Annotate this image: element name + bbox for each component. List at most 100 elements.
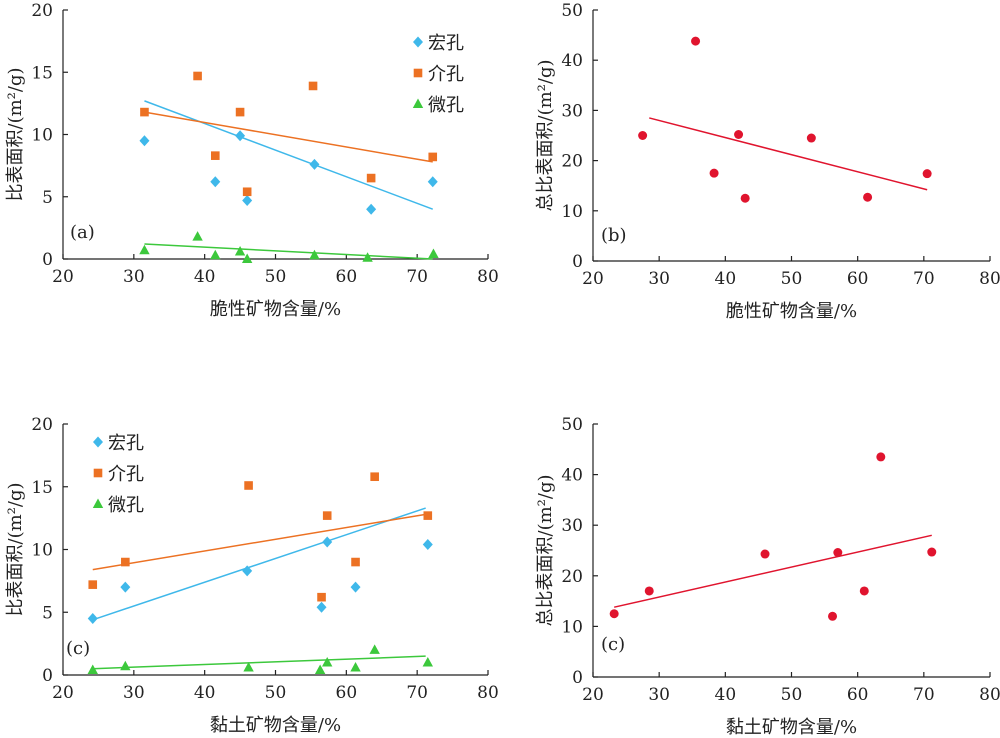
data-point <box>120 660 131 671</box>
x-tick-label: 20 <box>52 267 74 287</box>
data-point <box>734 129 744 139</box>
data-point <box>351 557 360 567</box>
data-point <box>192 231 203 241</box>
x-tick-label: 60 <box>336 267 358 287</box>
x-tick-label: 30 <box>648 685 670 705</box>
y-axis-title: 总比表面积/(m²/g) <box>535 60 556 212</box>
x-tick-label: 20 <box>582 269 604 289</box>
x-axis-title: 黏土矿物含量/% <box>726 717 857 738</box>
series-total <box>638 36 932 203</box>
legend-marker <box>412 98 424 108</box>
legend-label: 介孔 <box>108 464 144 485</box>
data-point <box>210 176 221 188</box>
data-point <box>876 452 886 462</box>
x-tick-label: 50 <box>265 267 287 287</box>
data-point <box>139 244 150 255</box>
trend-line <box>92 513 426 571</box>
data-point <box>309 249 320 260</box>
y-tick-label: 15 <box>31 63 53 83</box>
x-tick-label: 40 <box>715 685 737 705</box>
y-tick-label: 20 <box>31 415 53 435</box>
legend-item: 介孔 <box>413 64 464 85</box>
data-point <box>120 581 131 593</box>
data-point <box>210 151 220 160</box>
y-tick-label: 10 <box>31 126 53 146</box>
legend-item: 微孔 <box>92 495 144 516</box>
x-tick-label: 70 <box>406 267 428 287</box>
y-tick-label: 30 <box>561 101 583 121</box>
y-tick-label: 0 <box>42 666 53 686</box>
x-axis-title: 黏土矿物含量/% <box>210 715 341 736</box>
data-point <box>709 168 719 178</box>
x-tick-label: 80 <box>477 267 499 287</box>
legend-item: 微孔 <box>412 95 464 116</box>
data-point <box>87 664 98 674</box>
x-tick-label: 80 <box>979 269 1000 289</box>
panel-a: 20 30 40 50 60 70 80 0 5 10 15 20 脆性矿物含量/% 比表面积/(m²/g… <box>5 1 499 320</box>
data-point <box>350 581 361 593</box>
x-tick-label: 20 <box>582 685 604 705</box>
x-tick-label: 80 <box>979 685 1000 705</box>
legend-item: 宏孔 <box>413 33 464 54</box>
data-point <box>691 36 701 46</box>
data-point <box>350 661 361 672</box>
x-axis-title: 脆性矿物含量/% <box>210 299 341 320</box>
panel-c1: 20 30 40 50 60 70 80 0 5 10 15 20 黏土矿物含量/% 比表面积/(m²/g… <box>5 415 499 736</box>
data-point <box>422 656 433 667</box>
data-point <box>242 565 253 577</box>
data-point <box>121 557 130 567</box>
data-point <box>309 158 320 170</box>
data-point <box>609 609 619 619</box>
series-total <box>609 452 937 621</box>
legend-label: 宏孔 <box>428 33 464 54</box>
data-point <box>241 253 253 263</box>
y-tick-label: 5 <box>42 603 53 623</box>
y-tick-label: 20 <box>561 567 583 587</box>
data-point <box>322 536 333 548</box>
data-point <box>242 194 253 206</box>
x-tick-label: 50 <box>265 683 287 703</box>
legend-item: 宏孔 <box>93 433 144 454</box>
series-介孔 <box>88 472 433 602</box>
x-tick-label: 70 <box>913 685 935 705</box>
x-tick-label: 60 <box>336 683 358 703</box>
data-point <box>235 107 245 117</box>
x-tick-label: 70 <box>913 269 935 289</box>
data-point <box>87 613 98 625</box>
y-tick-label: 50 <box>561 415 583 435</box>
y-tick-label: 5 <box>42 188 53 208</box>
data-point <box>740 193 750 203</box>
trend-line <box>92 507 426 621</box>
data-point <box>366 173 376 183</box>
trend-line <box>144 111 433 163</box>
y-axis-title: 比表面积/(m²/g) <box>5 68 26 202</box>
legend-marker <box>413 68 423 78</box>
legend-label: 微孔 <box>108 495 144 516</box>
data-point <box>308 81 318 91</box>
y-tick-label: 0 <box>572 252 583 272</box>
data-point <box>859 586 869 596</box>
trend-line <box>649 117 928 191</box>
data-point <box>317 592 326 602</box>
data-point <box>314 664 326 674</box>
y-tick-label: 10 <box>561 617 583 637</box>
x-tick-label: 60 <box>847 269 869 289</box>
data-point <box>428 152 438 162</box>
x-tick-label: 30 <box>123 683 145 703</box>
data-point <box>927 547 937 557</box>
data-point <box>244 481 253 490</box>
x-tick-label: 40 <box>715 269 737 289</box>
x-tick-label: 80 <box>477 683 499 703</box>
series-宏孔 <box>139 100 438 215</box>
data-point <box>422 538 433 550</box>
data-point <box>806 133 816 143</box>
y-tick-label: 40 <box>561 51 583 71</box>
data-point <box>644 586 654 596</box>
legend-label: 微孔 <box>428 95 464 116</box>
data-point <box>922 169 932 179</box>
data-point <box>427 176 438 188</box>
series-介孔 <box>140 71 438 197</box>
y-tick-label: 20 <box>561 152 583 172</box>
x-tick-label: 40 <box>194 267 216 287</box>
trend-line <box>144 243 433 260</box>
